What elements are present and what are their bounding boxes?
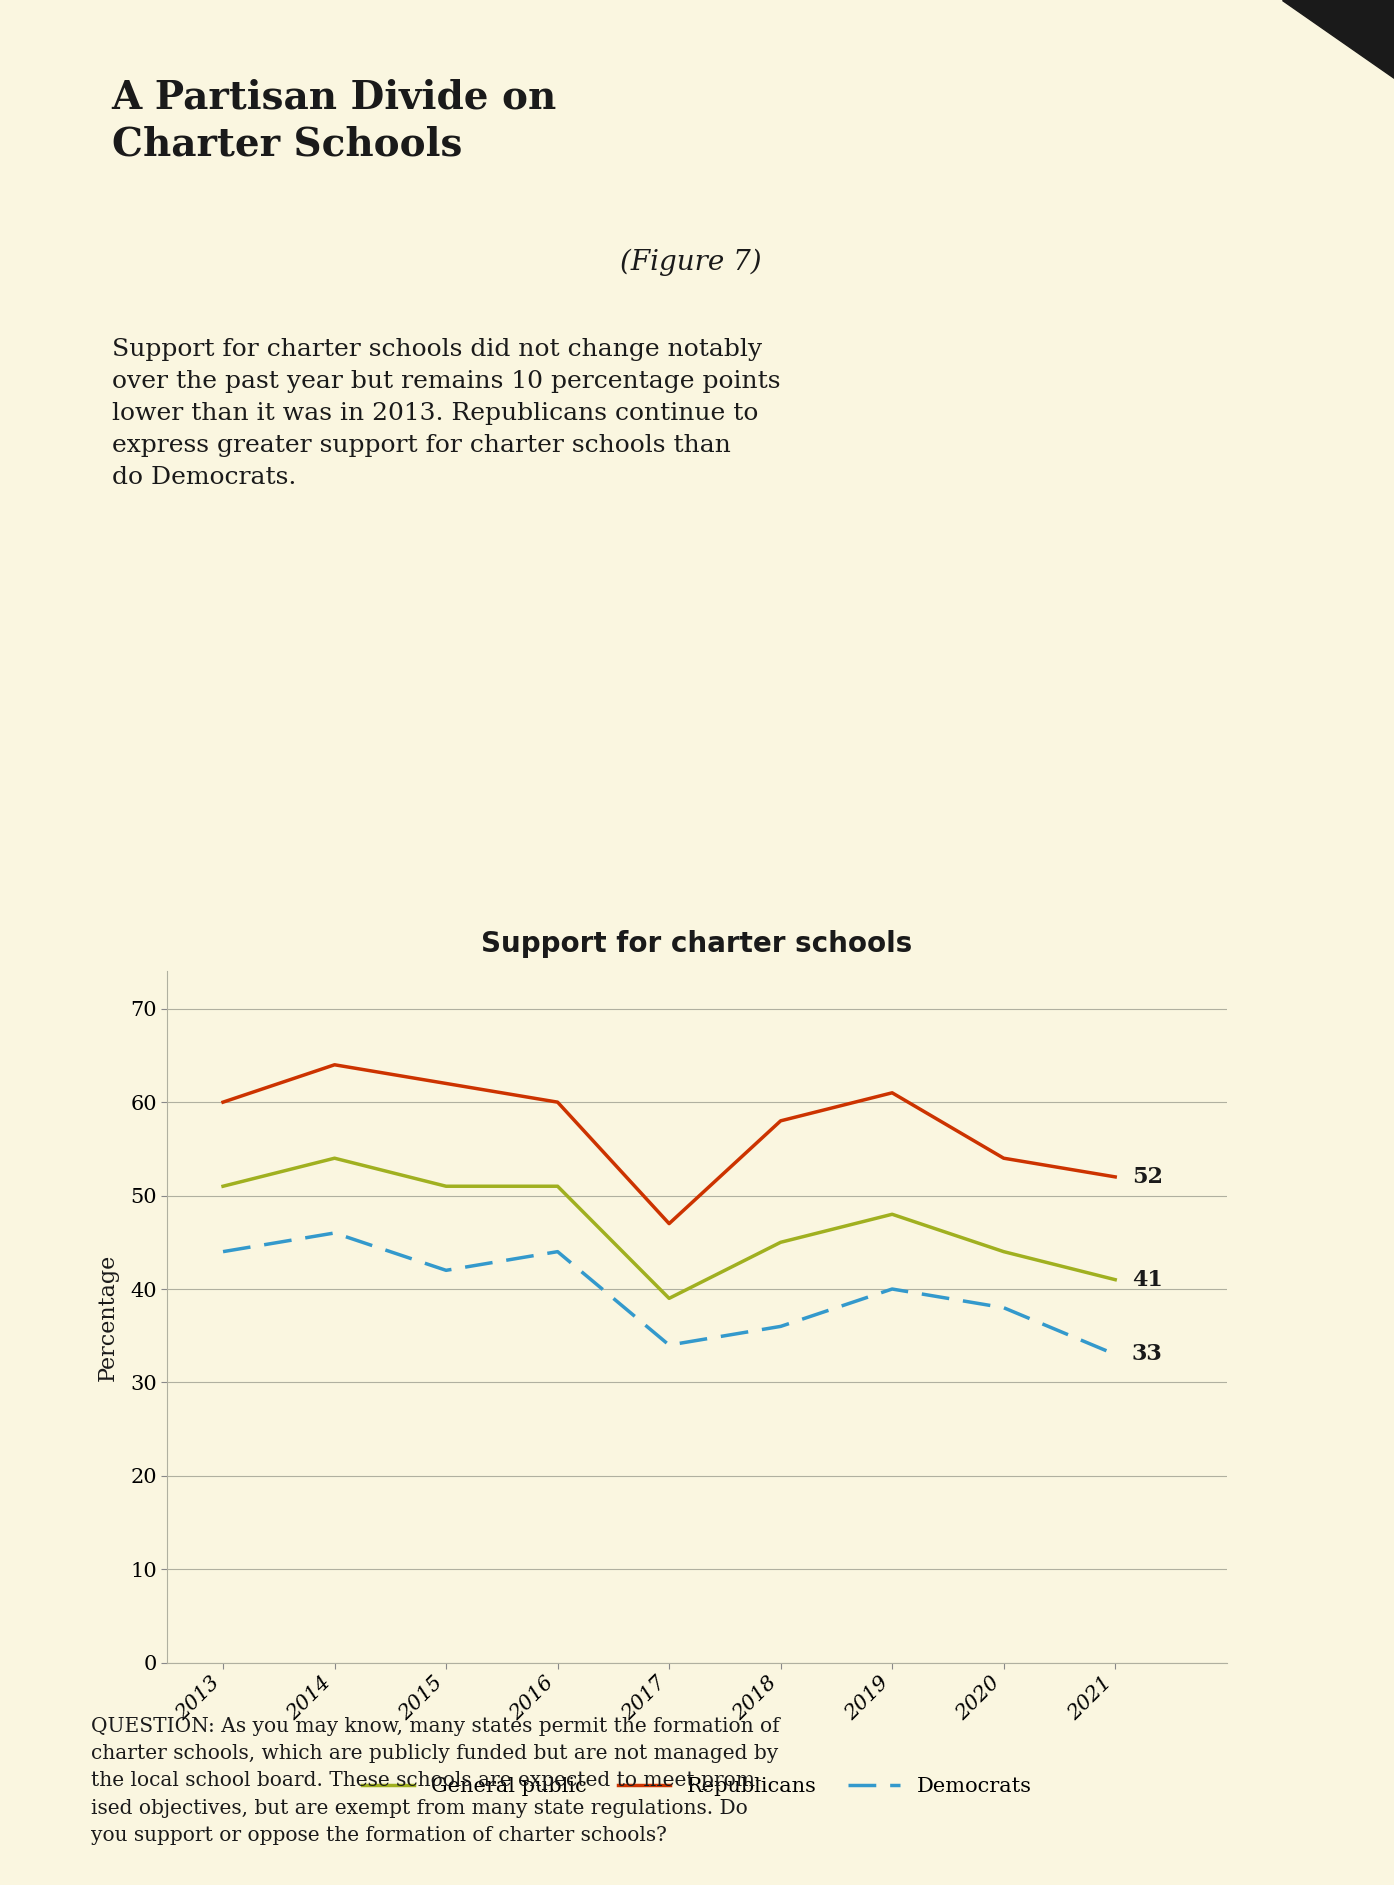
Text: QUESTION: As you may know, many states permit the formation of
charter schools, : QUESTION: As you may know, many states p… <box>91 1717 779 1845</box>
Text: A Partisan Divide on
Charter Schools: A Partisan Divide on Charter Schools <box>112 77 556 162</box>
Text: (Figure 7): (Figure 7) <box>620 249 763 277</box>
Text: 41: 41 <box>1132 1269 1163 1291</box>
Y-axis label: Percentage: Percentage <box>98 1254 118 1380</box>
Text: Support for charter schools did not change notably
over the past year but remain: Support for charter schools did not chan… <box>112 337 781 490</box>
Text: 33: 33 <box>1132 1344 1163 1365</box>
Legend: General public, Republicans, Democrats: General public, Republicans, Democrats <box>354 1768 1040 1804</box>
Text: 52: 52 <box>1132 1167 1163 1188</box>
Title: Support for charter schools: Support for charter schools <box>481 929 913 958</box>
Polygon shape <box>1282 0 1394 77</box>
